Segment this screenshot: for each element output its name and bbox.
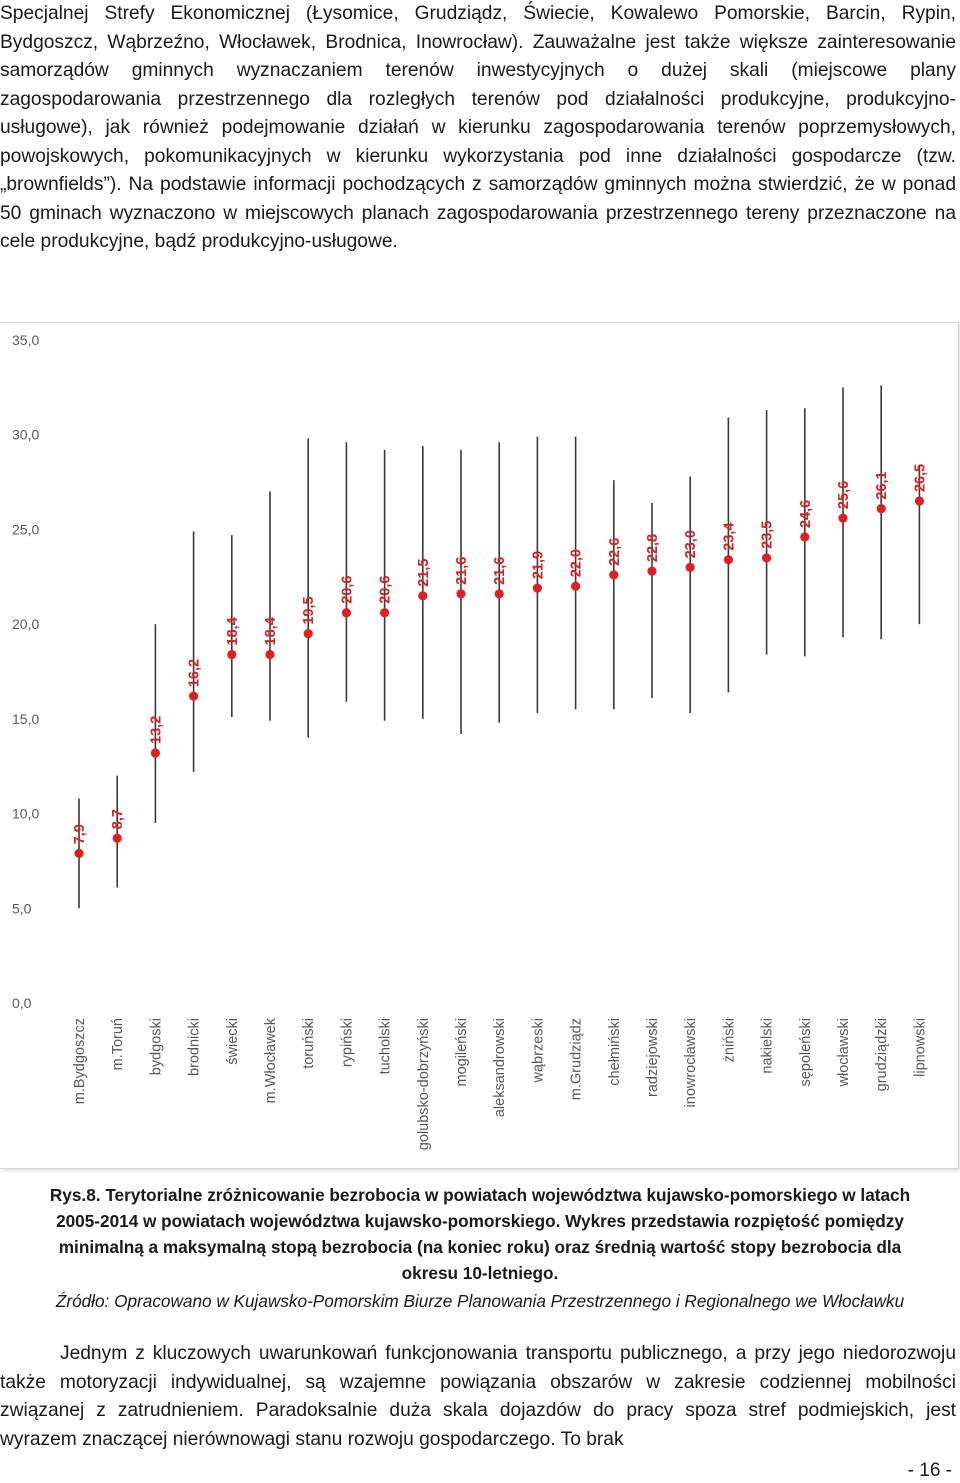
mean-value-labels: 7,9 8,7 13,2 16,2 18,4 18,4 19,5 20,6 20,6 21,5 21… [72, 464, 928, 845]
category-label: rypiński [339, 1018, 355, 1067]
mean-value-label: 23,5 [760, 521, 776, 549]
mean-point [341, 608, 351, 618]
y-tick-label: 30,0 [12, 427, 39, 443]
mean-point [303, 629, 313, 639]
category-label: m.Włocławek [263, 1017, 279, 1103]
mean-point [532, 583, 543, 593]
mean-point [380, 608, 390, 618]
category-label: chełmiński [607, 1018, 623, 1086]
mean-point [647, 566, 657, 576]
mean-value-label: 7,9 [72, 824, 88, 844]
mean-value-label: 19,5 [301, 596, 317, 624]
mean-point [762, 553, 772, 563]
category-label: aleksandrowski [492, 1018, 508, 1117]
mean-point [876, 503, 886, 514]
figure-caption-line-1: Rys.8. Terytorialne zróżnicowanie bezrob… [0, 1182, 960, 1208]
figure-caption-line-2: 2005-2014 w powiatach województwa kujaws… [56, 1211, 904, 1231]
mean-value-label: 22,0 [569, 549, 585, 577]
category-label: lipnowski [912, 1018, 928, 1077]
page-number: - 16 - [907, 1460, 952, 1481]
mean-point [265, 649, 275, 660]
category-label: golubsko-dobrzyński [416, 1018, 432, 1150]
mean-value-label: 23,0 [683, 530, 699, 558]
mean-point [494, 589, 504, 599]
category-label: świecki [225, 1018, 241, 1065]
category-label: mogileński [454, 1018, 470, 1087]
category-label: nakielski [760, 1018, 776, 1074]
category-label: grudziądzki [874, 1018, 890, 1091]
y-tick-label: 25,0 [12, 521, 39, 537]
mean-value-label: 22,8 [645, 534, 661, 562]
mean-point [571, 581, 581, 591]
mean-value-label: 22,6 [607, 538, 623, 566]
mean-points [74, 496, 925, 858]
mean-point [150, 748, 160, 758]
mean-point [723, 555, 734, 565]
mean-point [838, 513, 848, 523]
figure-caption-label: Rys.8. [49, 1185, 101, 1205]
category-label: m.Toruń [110, 1018, 126, 1070]
intro-paragraph: Specjalnej Strefy Ekonomicznej (Łysomice… [0, 3, 956, 252]
figure-source: Źródło: Opracowano w Kujawsko-Pomorskim … [55, 1291, 905, 1311]
mean-value-label: 18,4 [263, 617, 279, 645]
mean-value-label: 23,4 [721, 523, 737, 551]
y-tick-label: 20,0 [12, 616, 39, 632]
category-label: m.Bydgoszcz [72, 1018, 88, 1104]
mean-point [456, 589, 466, 599]
mean-value-label: 21,5 [416, 558, 432, 586]
mean-value-label: 20,6 [378, 576, 394, 604]
mean-value-label: 21,6 [492, 557, 508, 585]
mean-value-label: 21,6 [454, 557, 470, 585]
mean-point [189, 691, 199, 701]
mean-value-label: 8,7 [110, 809, 126, 829]
y-tick-label: 10,0 [12, 806, 39, 822]
y-tick-label: 35,0 [12, 332, 39, 348]
figure-caption-line-4: okresu 10-letniego. [401, 1263, 559, 1283]
category-label: sępoleński [798, 1018, 814, 1087]
category-label: inowrocławski [683, 1018, 699, 1107]
category-labels: m.Bydgoszcz m.Toruń bydgoski brodnicki świec… [72, 1017, 928, 1150]
mean-value-label: 26,1 [874, 471, 890, 499]
y-tick-label: 5,0 [12, 900, 32, 916]
mean-value-label: 13,2 [148, 716, 164, 744]
mean-value-label: 20,6 [339, 576, 355, 604]
mean-point [74, 848, 84, 858]
category-label: włocławski [836, 1018, 852, 1088]
mean-value-label: 26,5 [912, 464, 928, 492]
mean-value-label: 24,6 [798, 500, 814, 528]
mean-value-label: 21,9 [530, 551, 546, 579]
category-label: tucholski [378, 1018, 394, 1074]
mean-value-label: 25,6 [836, 481, 852, 509]
mean-point [418, 591, 428, 601]
category-label: wąbrzeski [530, 1018, 546, 1083]
mean-value-label: 18,4 [225, 617, 241, 645]
mean-point [227, 649, 237, 660]
figure-caption-line-3: minimalną a maksymalną stopą bezrobocia … [58, 1237, 902, 1257]
category-label: bydgoski [148, 1018, 164, 1075]
figure-caption-text-1: Terytorialne zróżnicowanie bezrobocia w … [105, 1185, 911, 1205]
range-lines [78, 385, 921, 909]
unemployment-range-chart: 0,0 5,0 10,0 15,0 20,0 25,0 30,0 35,0 7,9 8,7 13,… [0, 323, 958, 1168]
category-label: toruński [301, 1018, 317, 1069]
category-label: m.Grudziądz [569, 1018, 585, 1100]
category-label: żniński [721, 1018, 737, 1062]
mean-point [685, 562, 695, 572]
mean-point [914, 496, 925, 506]
mean-point [609, 570, 619, 580]
mean-value-label: 16,2 [187, 659, 203, 687]
chart-canvas: 0,0 5,0 10,0 15,0 20,0 25,0 30,0 35,0 7,9 8,7 13,… [12, 332, 928, 1150]
y-axis-ticks: 0,0 5,0 10,0 15,0 20,0 25,0 30,0 35,0 [12, 332, 39, 1011]
category-label: radziejowski [645, 1018, 661, 1097]
category-label: brodnicki [187, 1018, 203, 1076]
body-paragraph: Jednym z kluczowych uwarunkowań funkcjon… [0, 1343, 956, 1450]
mean-point [800, 532, 810, 542]
mean-point [112, 833, 122, 843]
y-tick-label: 0,0 [12, 995, 32, 1011]
y-tick-label: 15,0 [12, 711, 39, 727]
